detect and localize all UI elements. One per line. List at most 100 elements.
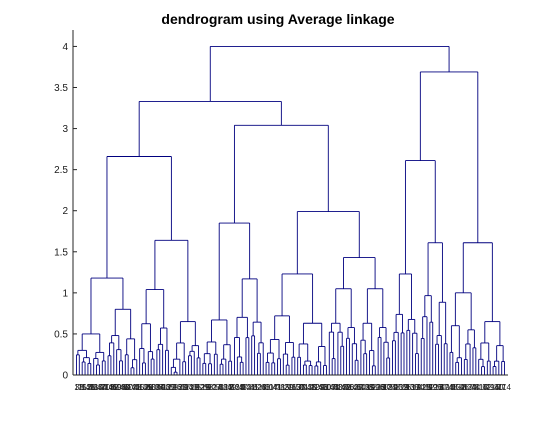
leaf-label: 87 xyxy=(440,383,449,392)
leaf-label: 77 xyxy=(497,383,506,392)
leaf-label: 6 xyxy=(261,383,266,392)
leaf-label: 12 xyxy=(224,383,233,392)
leaf-label: 56 xyxy=(402,383,411,392)
leaf-label: 22 xyxy=(167,383,176,392)
leaf-label: 120 xyxy=(463,383,477,392)
leaf-label: 104 xyxy=(124,383,138,392)
leaf-label: 131 xyxy=(185,383,199,392)
leaf-label: 26 xyxy=(144,383,153,392)
leaf-label: 125 xyxy=(219,383,233,392)
leaf-label: 134 xyxy=(383,383,397,392)
leaf-label: 33 xyxy=(319,383,328,392)
leaf-label: 42 xyxy=(483,383,492,392)
leaf-label: 79 xyxy=(486,383,495,392)
leaf-label: 39 xyxy=(285,383,294,392)
leaf-label: 95 xyxy=(394,383,403,392)
leaf-label: 7 xyxy=(471,383,476,392)
y-tick-label: 0.5 xyxy=(54,329,68,340)
leaf-label: 133 xyxy=(173,383,187,392)
leaf-label: 85 xyxy=(451,383,460,392)
y-tick-label: 2.5 xyxy=(54,165,68,176)
leaf-label: 82 xyxy=(253,383,262,392)
leaf-label: 140 xyxy=(348,383,362,392)
leaf-label: 68 xyxy=(333,383,342,392)
leaf-label: 43 xyxy=(262,383,271,392)
leaf-label: 78 xyxy=(276,383,285,392)
leaf-label: 148 xyxy=(302,383,316,392)
y-tick-label: 4 xyxy=(62,42,68,53)
leaf-label: 106 xyxy=(113,383,127,392)
leaf-label: 20 xyxy=(178,383,187,392)
leaf-label: 51 xyxy=(216,383,225,392)
leaf-label: 92 xyxy=(196,383,205,392)
leaf-label: 72 xyxy=(310,383,319,392)
leaf-label: 118 xyxy=(475,383,488,392)
leaf-label: 41 xyxy=(273,383,282,392)
leaf-label: 59 xyxy=(170,383,179,392)
leaf-label: 86 xyxy=(230,383,239,392)
leaf-label: 47 xyxy=(239,383,248,392)
leaf-label: 1 xyxy=(74,383,79,392)
leaf-label: 48 xyxy=(448,383,457,392)
leaf-label: 11 xyxy=(446,383,455,392)
leaf-label: 2 xyxy=(284,383,289,392)
leaf-label: 29 xyxy=(342,383,351,392)
leaf-label: 27 xyxy=(354,383,363,392)
leaf-label: 97 xyxy=(382,383,391,392)
dendrogram-links xyxy=(75,45,506,375)
leaf-label: 135 xyxy=(162,383,176,392)
leaf-label: 36 xyxy=(86,383,95,392)
leaf-label: 57 xyxy=(181,383,190,392)
leaf-label: 34 xyxy=(98,383,107,392)
leaf-label: 73 xyxy=(89,383,98,392)
leaf-label: 4 xyxy=(272,383,277,392)
leaf-label: 16 xyxy=(201,383,210,392)
leaf-label: 142 xyxy=(337,383,351,392)
leaf-label: 80 xyxy=(264,383,273,392)
leaf-label: 61 xyxy=(158,383,167,392)
leaf-label: 93 xyxy=(405,383,414,392)
leaf-label: 146 xyxy=(314,383,328,392)
leaf-label: 143 xyxy=(116,383,130,392)
leaf-label: 119 xyxy=(254,383,267,392)
leaf-label: 124 xyxy=(440,383,454,392)
leaf-label: 81 xyxy=(474,383,483,392)
leaf-label: 74 xyxy=(299,383,308,392)
leaf-label: 150 xyxy=(291,383,305,392)
leaf-label: 69 xyxy=(112,383,121,392)
chart-title: dendrogram using Average linkage xyxy=(161,11,394,27)
leaf-label: 44 xyxy=(471,383,480,392)
leaf-label: 45 xyxy=(250,383,259,392)
leaf-label: 3 xyxy=(494,383,499,392)
leaf-label: 132 xyxy=(394,383,408,392)
leaf-label: 19 xyxy=(400,383,409,392)
y-axis: 0 0.5 1 1.5 2 2.5 3 3.5 4 xyxy=(54,30,508,382)
leaf-label: 21 xyxy=(388,383,397,392)
leaf-label: 107 xyxy=(323,383,337,392)
leaf-label: 64 xyxy=(356,383,365,392)
leaf-label: 54 xyxy=(414,383,423,392)
leaf-label: 62 xyxy=(368,383,377,392)
leaf-label: 130 xyxy=(406,383,420,392)
leaf-label: 40 xyxy=(494,383,503,392)
leaf-label: 84 xyxy=(242,383,251,392)
leaf-label: 141 xyxy=(127,383,141,392)
leaf-label: 17 xyxy=(411,383,420,392)
leaf-label: 145 xyxy=(104,383,118,392)
leaf-label: 90 xyxy=(207,383,216,392)
leaf-label: 94 xyxy=(184,383,193,392)
leaf-label: 75 xyxy=(78,383,87,392)
leaf-label: 30 xyxy=(121,383,130,392)
leaf-label: 123 xyxy=(231,383,245,392)
leaf-label: 96 xyxy=(173,383,182,392)
leaf-label: 114 xyxy=(498,383,511,392)
leaf-label: 88 xyxy=(219,383,228,392)
leaf-label: 25 xyxy=(365,383,374,392)
leaf-label: 66 xyxy=(345,383,354,392)
leaf-label: 9 xyxy=(459,383,464,392)
y-tick-label: 3.5 xyxy=(54,83,68,94)
leaf-label: 52 xyxy=(425,383,434,392)
leaf-label: 108 xyxy=(101,383,115,392)
leaf-label: 89 xyxy=(428,383,437,392)
